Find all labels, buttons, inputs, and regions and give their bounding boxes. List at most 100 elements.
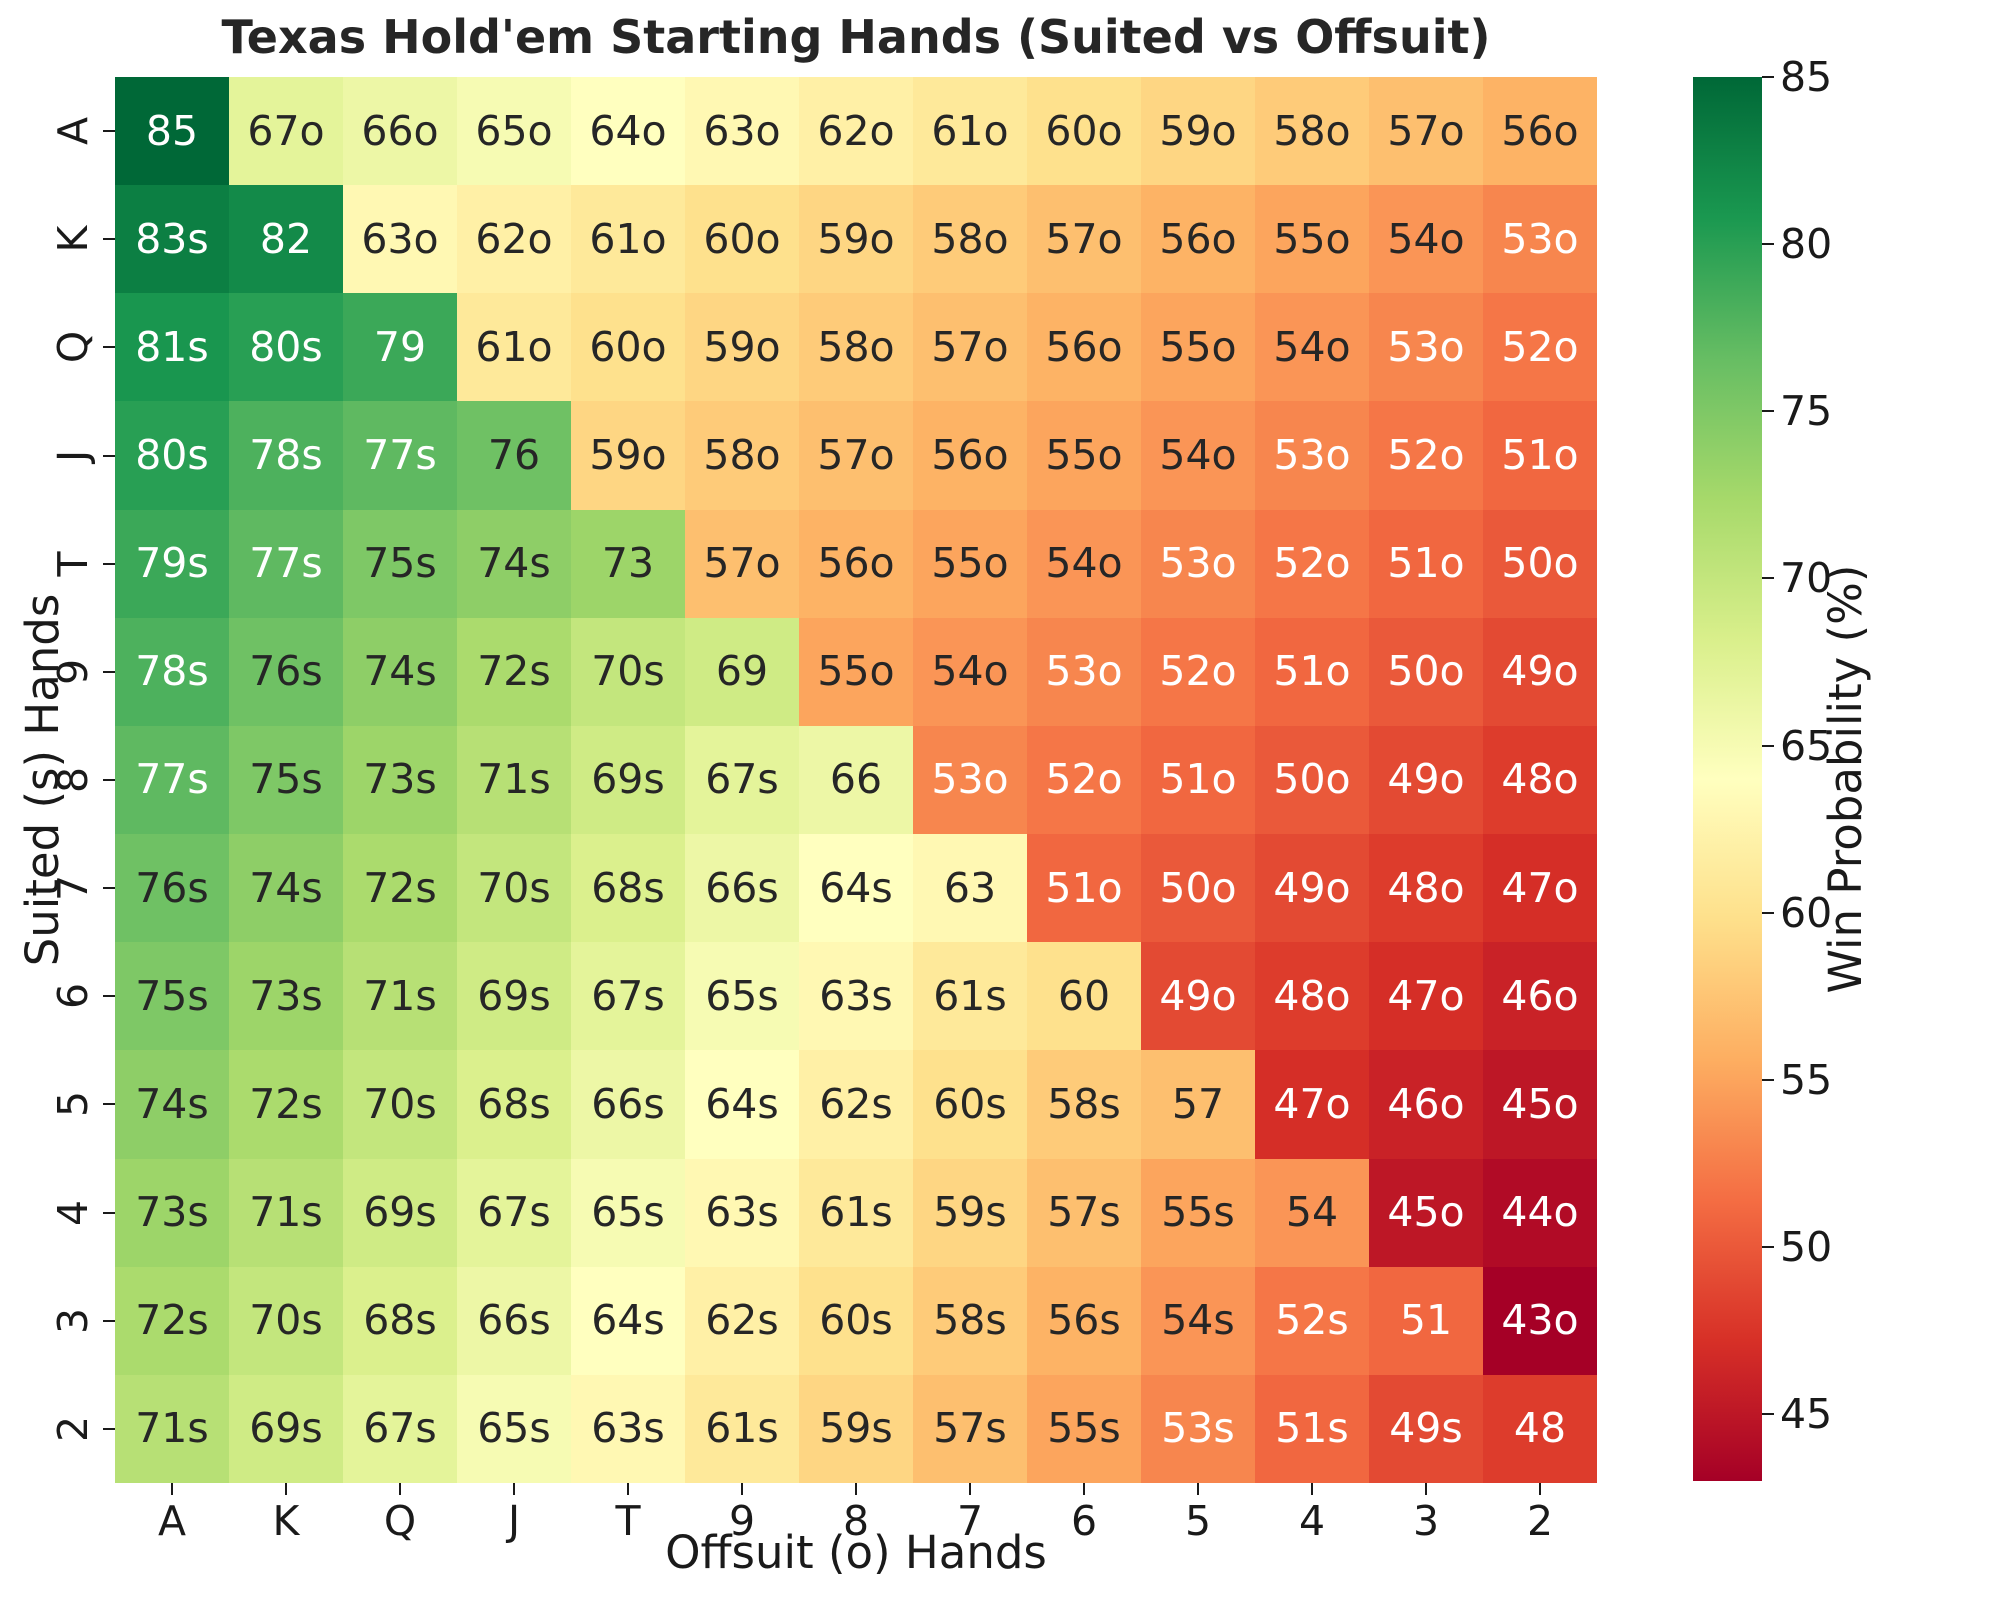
colorbar-gradient [1693,77,1762,1481]
heatmap-cell: 59o [1141,77,1255,186]
heatmap-cell: 85 [115,77,229,186]
heatmap-cell-label: 74s [135,1079,209,1128]
heatmap-cell-label: 67s [477,1188,551,1237]
heatmap-cell: 63 [913,834,1027,943]
heatmap-cell-label: 53o [1273,431,1351,480]
heatmap-cell: 62o [799,77,913,186]
heatmap-cell: 48o [1255,942,1369,1051]
heatmap-cell-label: 67s [363,1404,437,1453]
heatmap-cell-label: 74s [477,539,551,588]
colorbar-tick-mark [1762,1078,1774,1081]
heatmap-cell: 62o [457,185,571,294]
heatmap-cell: 56o [913,401,1027,510]
heatmap-cell: 47o [1255,1050,1369,1159]
heatmap-cell: 54o [1255,293,1369,402]
heatmap-cell-label: 50o [1159,863,1237,912]
heatmap-cell: 65s [457,1374,571,1483]
heatmap-cell-label: 85 [145,106,199,155]
heatmap-cell: 69s [457,942,571,1051]
heatmap-cell: 64o [571,77,685,186]
heatmap-cell-label: 71s [477,755,551,804]
heatmap-cell-label: 51o [1387,539,1465,588]
y-tick-mark [103,130,115,133]
heatmap-cell: 54s [1141,1266,1255,1375]
heatmap-cell: 73s [115,1158,229,1267]
x-tick-label: K [272,1496,300,1545]
heatmap-cell: 73s [343,725,457,835]
y-tick-label: 6 [49,983,97,1010]
heatmap-cell-label: 48 [1513,1404,1567,1453]
heatmap-cell-label: 53s [1161,1404,1235,1453]
heatmap-cell-label: 51o [1273,647,1351,696]
heatmap-cell: 47o [1483,834,1597,943]
heatmap-cell: 53o [1483,185,1597,294]
heatmap-cell: 59o [799,185,913,294]
heatmap-cell: 60o [571,293,685,402]
heatmap-cell-label: 53o [1501,214,1579,263]
heatmap-cell: 77s [229,509,343,618]
heatmap-cell-label: 72s [135,1296,209,1345]
heatmap-cell-label: 54o [1159,431,1237,480]
heatmap-cell-label: 67s [591,971,665,1020]
x-tick-label: 8 [842,1496,870,1545]
heatmap-cell: 58o [685,401,799,510]
heatmap-cell: 43o [1483,1266,1597,1375]
heatmap-cell-label: 53o [931,755,1009,804]
y-tick-label: Q [49,331,97,364]
heatmap-cell-label: 50o [1501,539,1579,588]
heatmap-cell: 66 [799,725,913,835]
colorbar-tick-label: 50 [1780,1223,1833,1271]
heatmap-cell: 74s [115,1050,229,1159]
heatmap-cell: 73 [571,509,685,618]
colorbar-label: Win Probability (%) [1818,564,1872,994]
heatmap-cell: 52o [1255,509,1369,618]
heatmap-cell-label: 76s [135,863,209,912]
heatmap-cell: 51o [1369,509,1483,618]
heatmap-cell: 59o [685,293,799,402]
x-tick-label: T [615,1496,641,1545]
x-tick-label: J [507,1496,521,1545]
heatmap-cell-label: 58s [1047,1079,1121,1128]
heatmap-cell-label: 61s [933,971,1007,1020]
x-tick-mark [1425,1482,1427,1495]
heatmap-cell: 47o [1369,942,1483,1051]
heatmap-cell-label: 76 [487,431,541,480]
heatmap-cell-label: 57o [817,431,895,480]
heatmap-cell: 78s [115,617,229,726]
y-tick-mark [103,454,115,457]
heatmap-cell-label: 64s [705,1079,779,1128]
heatmap-cell: 51o [1141,725,1255,835]
heatmap-cell: 51o [1027,834,1141,943]
heatmap-cell: 58o [1255,77,1369,186]
heatmap-cell-label: 57o [1045,214,1123,263]
heatmap-cell: 56o [1027,293,1141,402]
heatmap-cell-label: 62s [705,1296,779,1345]
heatmap-cell-label: 52o [1387,431,1465,480]
heatmap-cell-label: 54o [1045,539,1123,588]
heatmap-cell-label: 75s [135,971,209,1020]
heatmap-cell: 49o [1369,725,1483,835]
heatmap-cell: 50o [1141,834,1255,943]
heatmap-cell-label: 63 [943,863,997,912]
heatmap-cell: 55o [1255,185,1369,294]
x-tick-mark [969,1482,971,1495]
heatmap-cell-label: 65s [591,1188,665,1237]
heatmap-cell-label: 59o [1159,106,1237,155]
y-tick-label: 3 [49,1307,97,1334]
heatmap-cell: 58o [799,293,913,402]
heatmap-cell: 74s [229,834,343,943]
heatmap-cell-label: 55s [1047,1404,1121,1453]
heatmap-cell: 51s [1255,1374,1369,1483]
heatmap-cell: 49o [1483,617,1597,726]
heatmap-cell: 68s [343,1266,457,1375]
heatmap-cell: 45o [1483,1050,1597,1159]
y-tick-mark [103,1103,115,1106]
y-tick-mark [103,1427,115,1430]
heatmap-cell-label: 73s [249,971,323,1020]
heatmap-cell: 63s [799,942,913,1051]
x-tick-mark [171,1482,173,1495]
heatmap-cell: 64s [571,1266,685,1375]
heatmap-cell: 50o [1483,509,1597,618]
heatmap-cell-label: 60s [933,1079,1007,1128]
heatmap-cell: 71s [115,1374,229,1483]
